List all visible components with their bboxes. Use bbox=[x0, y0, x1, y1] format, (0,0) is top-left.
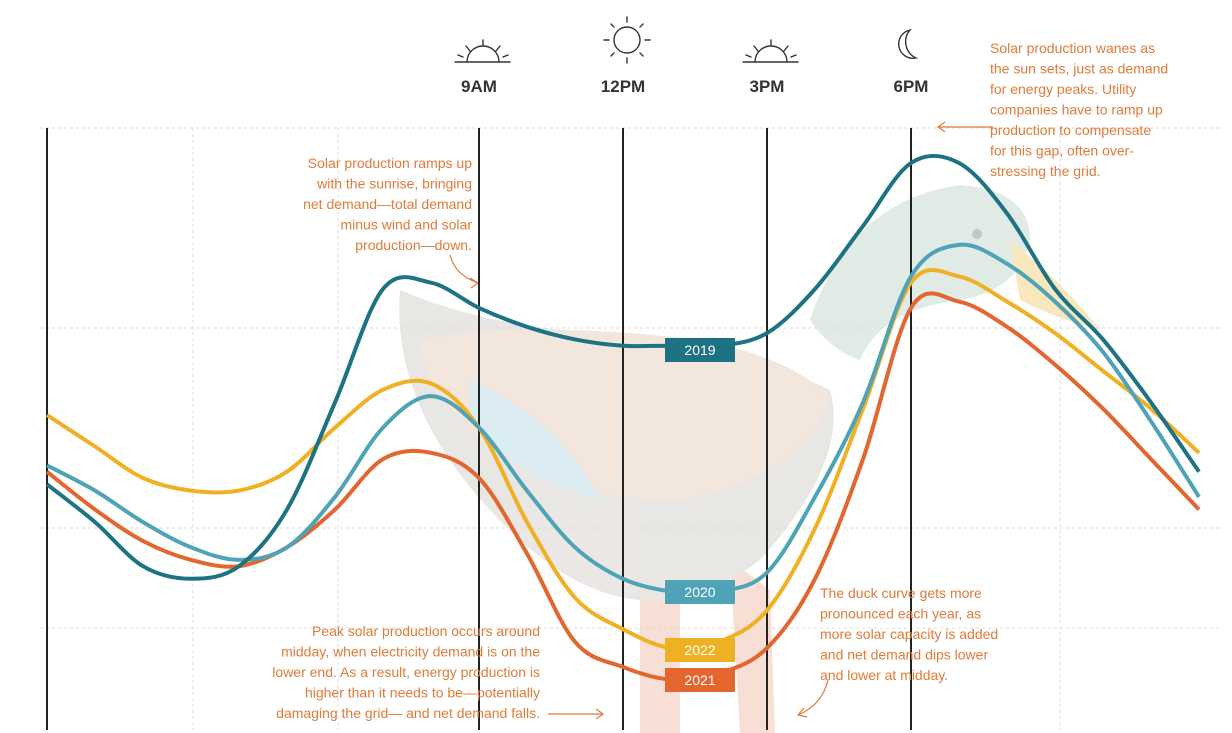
time-label: 6PM bbox=[894, 77, 929, 96]
annotation-line: and lower at midday. bbox=[820, 667, 948, 683]
series-line bbox=[45, 291, 1201, 682]
series-label-box bbox=[665, 668, 735, 692]
series-label-box bbox=[665, 580, 735, 604]
series-label-box bbox=[665, 338, 735, 362]
series-label: 2019 bbox=[684, 342, 715, 358]
time-label: 12PM bbox=[601, 77, 645, 96]
annotation-line: for this gap, often over- bbox=[990, 143, 1134, 159]
annotation-line: The duck curve gets more bbox=[820, 585, 982, 601]
annotation-line: with the sunrise, bringing bbox=[316, 176, 472, 192]
annotation-line: production to compensate bbox=[990, 122, 1151, 138]
annotation-line: pronounced each year, as bbox=[820, 606, 981, 622]
annotation: The duck curve gets more pronounced each … bbox=[820, 585, 998, 683]
annotation-line: minus wind and solar bbox=[340, 217, 472, 233]
annotation-line: companies have to ramp up bbox=[990, 102, 1163, 118]
annotation-line: more solar capacity is added bbox=[820, 626, 998, 642]
series-label-box bbox=[665, 638, 735, 662]
annotation-line: net demand—total demand bbox=[303, 196, 472, 212]
time-icons bbox=[454, 16, 919, 64]
series-label: 2021 bbox=[684, 672, 715, 688]
series-line bbox=[45, 153, 1201, 581]
annotation-line: for energy peaks. Utility bbox=[990, 81, 1136, 97]
annotation-line: Solar production wanes as bbox=[990, 40, 1155, 56]
annotation-line: higher than it needs to be—potentially bbox=[305, 685, 540, 701]
annotation-line: and net demand dips lower bbox=[820, 647, 988, 663]
annotation-line: production—down. bbox=[355, 237, 472, 253]
annotation: Solar production ramps up with the sunris… bbox=[303, 155, 472, 253]
annotation: Peak solar production occurs around midda… bbox=[272, 623, 540, 721]
annotation-line: the sun sets, just as demand bbox=[990, 61, 1168, 77]
time-label: 9AM bbox=[461, 77, 497, 96]
series-label: 2022 bbox=[684, 642, 715, 658]
annotation-line: midday, when electricity demand is on th… bbox=[281, 644, 540, 660]
series-line bbox=[46, 242, 1201, 596]
annotation-line: Peak solar production occurs around bbox=[312, 623, 540, 639]
annotation-line: lower end. As a result, energy productio… bbox=[272, 664, 540, 680]
annotation-line: stressing the grid. bbox=[990, 163, 1101, 179]
series-line bbox=[45, 268, 1201, 651]
annotation-line: Solar production ramps up bbox=[308, 155, 472, 171]
time-label: 3PM bbox=[750, 77, 785, 96]
annotation-line: damaging the grid— and net demand falls. bbox=[276, 705, 540, 721]
annotation: Solar production wanes as the sun sets, j… bbox=[990, 40, 1168, 179]
series-label: 2020 bbox=[684, 584, 715, 600]
